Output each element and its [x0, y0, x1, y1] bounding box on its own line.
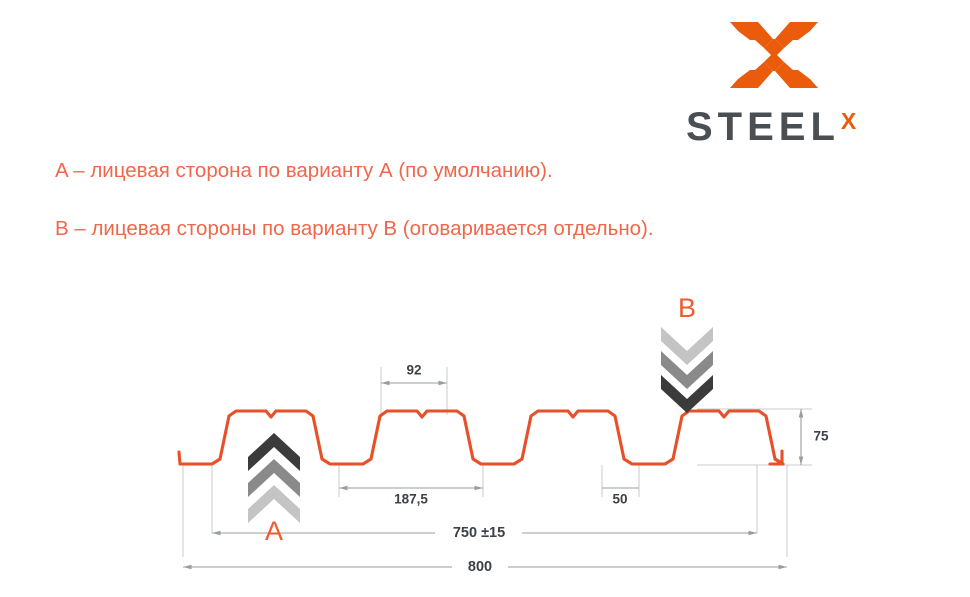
caption-variant-b: B – лицевая стороны по варианту B (огова… [55, 217, 654, 240]
dimension-total-width: 800 [183, 559, 787, 575]
marker-variant-b: B [661, 293, 713, 413]
marker-variant-a-label: A [265, 516, 283, 546]
brand-wordmark: STEEL X [686, 105, 902, 149]
dimension-height: 75 [798, 409, 829, 465]
dimension-pitch-label: 187,5 [394, 492, 428, 507]
profile-technical-drawing: 92 187,5 50 750 ±15 800 75 [0, 285, 970, 597]
extension-lines [182, 367, 812, 557]
dimension-crest-width: 92 [381, 363, 447, 386]
caption-variant-a: A – лицевая сторона по варианту А (по ум… [55, 159, 553, 182]
dimension-height-label: 75 [813, 429, 829, 444]
marker-variant-b-label: B [678, 293, 696, 323]
marker-variant-a: A [248, 433, 300, 546]
dimension-valley-width: 50 [602, 487, 639, 507]
chevron-up-icon [248, 433, 300, 523]
brand-logo: STEEL X [686, 14, 902, 147]
chevron-down-icon [661, 327, 713, 413]
dimension-total-width-label: 800 [468, 559, 492, 575]
sheet-profile-path [177, 409, 785, 466]
dimension-valley-width-label: 50 [612, 492, 627, 507]
wordmark-steel-text: STEEL [686, 105, 840, 149]
dimension-pitch: 187,5 [339, 485, 483, 507]
dimension-useful-width-label: 750 ±15 [453, 525, 505, 541]
drawing-canvas: 92 187,5 50 750 ±15 800 75 [177, 293, 829, 575]
dimension-crest-width-label: 92 [406, 363, 421, 378]
wordmark-x-superscript: X [840, 108, 857, 134]
steelx-x-mark-icon [730, 22, 818, 88]
dimension-useful-width: 750 ±15 [212, 525, 757, 541]
